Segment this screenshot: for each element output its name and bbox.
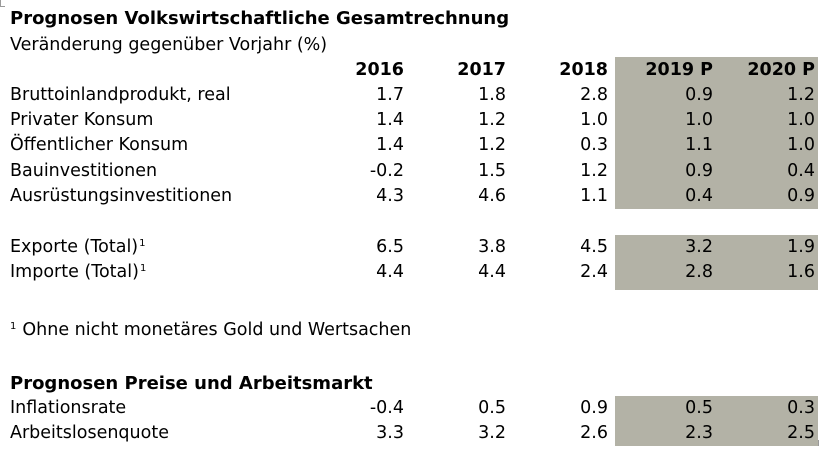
row-label: Bauinvestitionen	[10, 160, 158, 181]
cell-value: 0.9	[580, 397, 608, 418]
cell-value-forecast: 3.2	[685, 236, 713, 257]
footnote: 1 Ohne nicht monetäres Gold und Wertsache…	[10, 320, 411, 340]
forecast-shading-block1	[615, 57, 818, 209]
footnote-reference: 1	[139, 263, 147, 275]
cell-value: 1.0	[580, 110, 608, 131]
cell-value: 4.6	[478, 185, 506, 206]
section-title-gdp: Prognosen Volkswirtschaftliche Gesamtrec…	[10, 8, 510, 29]
table-gdp-components: 2016 2017 2018 2019 P 2020 P Bruttoinlan…	[10, 58, 815, 209]
table-row: Privater Konsum 1.4 1.2 1.0 1.0 1.0	[10, 108, 815, 133]
cell-value: 4.3	[376, 185, 404, 206]
table-row: Arbeitslosenquote 3.3 3.2 2.6 2.3 2.5	[10, 421, 815, 446]
cell-value-forecast: 0.9	[685, 160, 713, 181]
cell-value: 2.8	[580, 85, 608, 106]
row-label: Inflationsrate	[10, 397, 127, 418]
cell-value-forecast: 1.0	[787, 110, 815, 131]
header-year-2017: 2017	[457, 59, 506, 80]
cell-value: 4.4	[376, 262, 404, 283]
cell-value: 1.2	[580, 160, 608, 181]
cell-value: 1.2	[478, 135, 506, 156]
header-year-2018: 2018	[559, 59, 608, 80]
table-row: Ausrüstungsinvestitionen 4.3 4.6 1.1 0.4…	[10, 184, 815, 209]
footnote-reference: 1	[139, 237, 146, 249]
header-year-2020-forecast: 2020 P	[747, 59, 815, 80]
cell-corner-marker	[818, 440, 823, 446]
forecast-shading-block3	[615, 396, 818, 446]
cell-value-forecast: 0.4	[685, 185, 713, 206]
cell-value-forecast: 1.0	[787, 135, 815, 156]
section-title-prices-labour: Prognosen Preise und Arbeitsmarkt	[10, 373, 373, 394]
row-label: Ausrüstungsinvestitionen	[10, 185, 233, 206]
row-label-text: Exporte (Total)	[10, 236, 139, 257]
cell-value-forecast: 1.1	[685, 135, 713, 156]
cell-value-forecast: 1.9	[787, 236, 815, 257]
row-label: Arbeitslosenquote	[10, 423, 169, 444]
cell-value-forecast: 1.2	[787, 85, 815, 106]
cell-value: 1.5	[478, 160, 506, 181]
cell-value: 1.2	[478, 110, 506, 131]
cell-value-forecast: 0.9	[787, 185, 815, 206]
cell-value-forecast: 0.9	[685, 85, 713, 106]
footnote-text: Ohne nicht monetäres Gold und Wertsachen	[22, 320, 412, 340]
table-row: Inflationsrate -0.4 0.5 0.9 0.5 0.3	[10, 396, 815, 421]
row-label: Exporte (Total)1	[10, 235, 305, 260]
cell-value: 6.5	[376, 236, 404, 257]
cell-value: 1.8	[478, 85, 506, 106]
cell-value: 0.3	[580, 135, 608, 156]
row-label: Privater Konsum	[10, 110, 154, 131]
cell-value: 4.4	[478, 262, 506, 283]
cell-value-forecast: 2.8	[685, 262, 713, 283]
header-year-2019-forecast: 2019 P	[645, 59, 713, 80]
forecast-shading-block2	[615, 235, 818, 290]
section-subtitle-change: Veränderung gegenüber Vorjahr (%)	[10, 35, 328, 55]
row-label: Importe (Total)1	[10, 260, 305, 285]
header-label-empty	[10, 58, 305, 83]
table-trade: Exporte (Total)1 6.5 3.8 4.5 3.2 1.9 Imp…	[10, 235, 815, 285]
cell-value: 1.4	[376, 135, 404, 156]
row-label-text: Importe (Total)	[10, 262, 139, 283]
table-prices-labour: Inflationsrate -0.4 0.5 0.9 0.5 0.3 Arbe…	[10, 396, 815, 446]
cell-value-forecast: 0.3	[787, 397, 815, 418]
cell-value: 3.3	[376, 423, 404, 444]
cell-value: -0.2	[369, 160, 404, 181]
cell-value: 3.8	[478, 236, 506, 257]
table-row: Öffentlicher Konsum 1.4 1.2 0.3 1.1 1.0	[10, 134, 815, 159]
cell-value: -0.4	[369, 397, 404, 418]
cell-value-forecast: 2.5	[787, 423, 815, 444]
row-label: Bruttoinlandprodukt, real	[10, 85, 231, 106]
cell-value: 1.4	[376, 110, 404, 131]
cell-value: 1.1	[580, 185, 608, 206]
table-row: Exporte (Total)1 6.5 3.8 4.5 3.2 1.9	[10, 235, 815, 260]
cell-value-forecast: 0.4	[787, 160, 815, 181]
table-header-row: 2016 2017 2018 2019 P 2020 P	[10, 58, 815, 83]
table-row: Bauinvestitionen -0.2 1.5 1.2 0.9 0.4	[10, 159, 815, 184]
cell-value-forecast: 2.3	[685, 423, 713, 444]
cell-value: 0.5	[478, 397, 506, 418]
cell-value-forecast: 0.5	[685, 397, 713, 418]
footnote-mark: 1	[10, 321, 17, 332]
table-row: Importe (Total)1 4.4 4.4 2.4 2.8 1.6	[10, 260, 815, 285]
cell-value: 2.4	[580, 262, 608, 283]
cell-corner-marker	[0, 0, 5, 7]
header-year-2016: 2016	[355, 59, 404, 80]
cell-value-forecast: 1.0	[685, 110, 713, 131]
table-row: Bruttoinlandprodukt, real 1.7 1.8 2.8 0.…	[10, 83, 815, 108]
cell-value: 3.2	[478, 423, 506, 444]
row-label: Öffentlicher Konsum	[10, 135, 189, 156]
cell-value: 2.6	[580, 423, 608, 444]
cell-value: 4.5	[580, 236, 608, 257]
cell-value: 1.7	[376, 85, 404, 106]
cell-value-forecast: 1.6	[787, 262, 815, 283]
